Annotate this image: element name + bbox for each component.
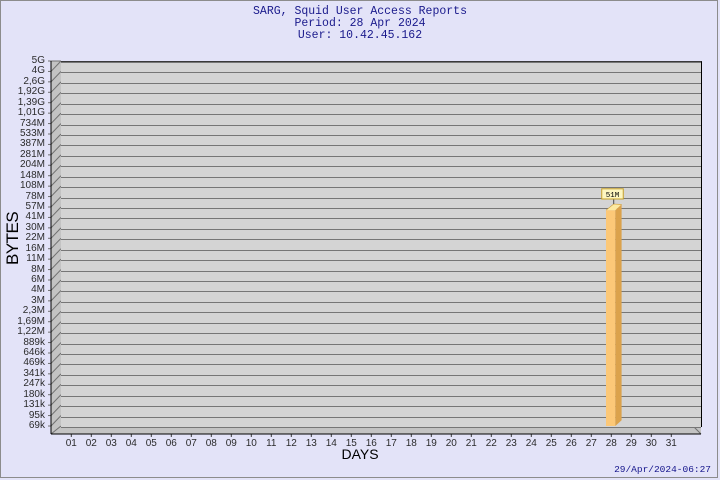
svg-text:51M: 51M (606, 192, 620, 200)
